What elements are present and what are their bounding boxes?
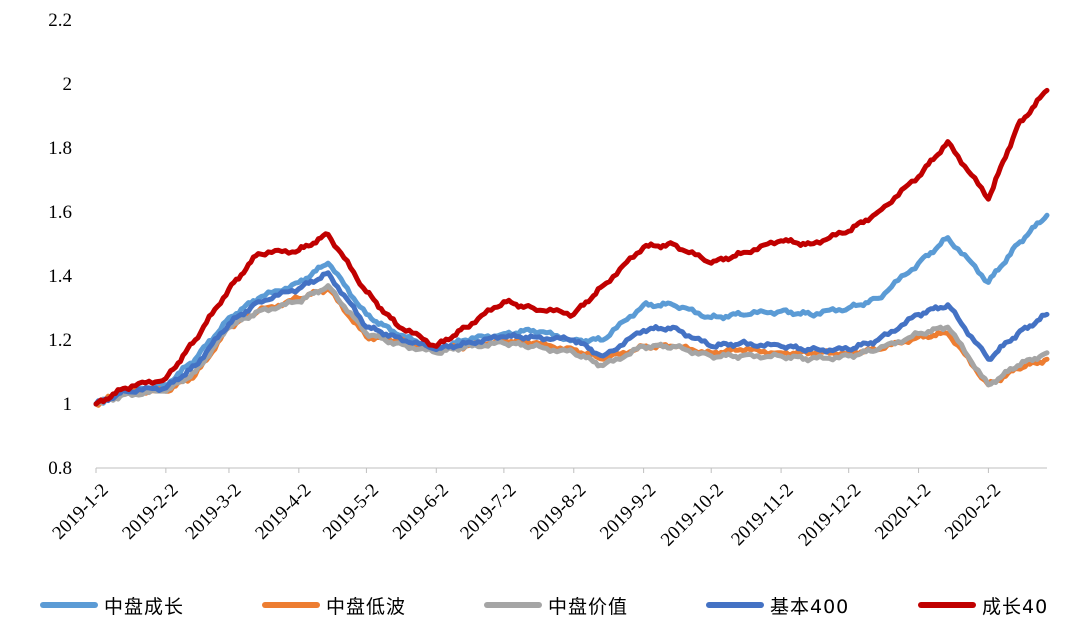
series-line-1	[93, 212, 1050, 407]
x-tick-label: 2019-4-2	[251, 480, 315, 544]
x-tick-label: 2019-11-2	[727, 480, 797, 550]
x-tick-label: 2019-6-2	[389, 480, 453, 544]
x-tick-label: 2019-3-2	[181, 480, 245, 544]
x-tick-label: 2019-10-2	[657, 480, 728, 551]
chart-canvas: 0.811.21.41.61.822.2 2019-1-2 2019-2-2201…	[48, 10, 1050, 551]
y-tick-label: 1.8	[48, 138, 72, 159]
series-line-3	[93, 283, 1050, 407]
y-tick-label: 1.4	[48, 266, 72, 287]
legend: 中盘成长 中盘低波 中盘价值 基本400 成长40	[0, 588, 1071, 622]
series-line-5	[93, 87, 1050, 407]
y-tick-label: 2.2	[48, 10, 72, 31]
legend-label: 成长40	[982, 595, 1049, 618]
x-tick-label: 2019-8-2	[526, 480, 590, 544]
x-tick-label: 2019-12-2	[794, 480, 865, 551]
x-tick-label: 2019-9-2	[596, 480, 660, 544]
x-tick-label: 2020-2-2	[941, 480, 1005, 544]
legend-swatch	[706, 602, 764, 608]
x-tick-label: 2019-1-2	[48, 480, 112, 544]
x-tick-label: 2019-2-2	[118, 480, 182, 544]
series-line-4	[93, 270, 1050, 407]
legend-item: 中盘低波	[262, 588, 406, 622]
legend-label: 基本400	[770, 595, 850, 618]
y-tick-label: 1.2	[48, 330, 72, 351]
legend-label: 中盘低波	[326, 595, 407, 618]
legend-label: 中盘成长	[104, 595, 185, 618]
y-tick-label: 1	[63, 394, 73, 415]
legend-swatch	[484, 602, 542, 608]
legend-item: 成长40	[918, 588, 1048, 622]
legend-swatch	[40, 602, 98, 608]
x-tick-label: 2020-1-2	[871, 480, 935, 544]
y-tick-label: 0.8	[48, 458, 72, 479]
series-layer	[93, 87, 1050, 408]
y-axis: 0.8 1 1.2 1.4 1.6 1.8 2 2.2	[48, 10, 72, 479]
series-line-2	[93, 286, 1050, 408]
legend-item: 基本400	[706, 588, 849, 622]
x-tick-label: 2019-5-2	[319, 480, 383, 544]
y-tick-label: 1.6	[48, 202, 72, 223]
y-tick-label: 2	[63, 74, 73, 95]
legend-item: 中盘价值	[484, 588, 628, 622]
legend-swatch	[262, 602, 320, 608]
legend-item: 中盘成长	[40, 588, 184, 622]
legend-label: 中盘价值	[548, 595, 629, 618]
x-tick-label: 2019-7-2	[456, 480, 520, 544]
legend-swatch	[918, 602, 976, 608]
